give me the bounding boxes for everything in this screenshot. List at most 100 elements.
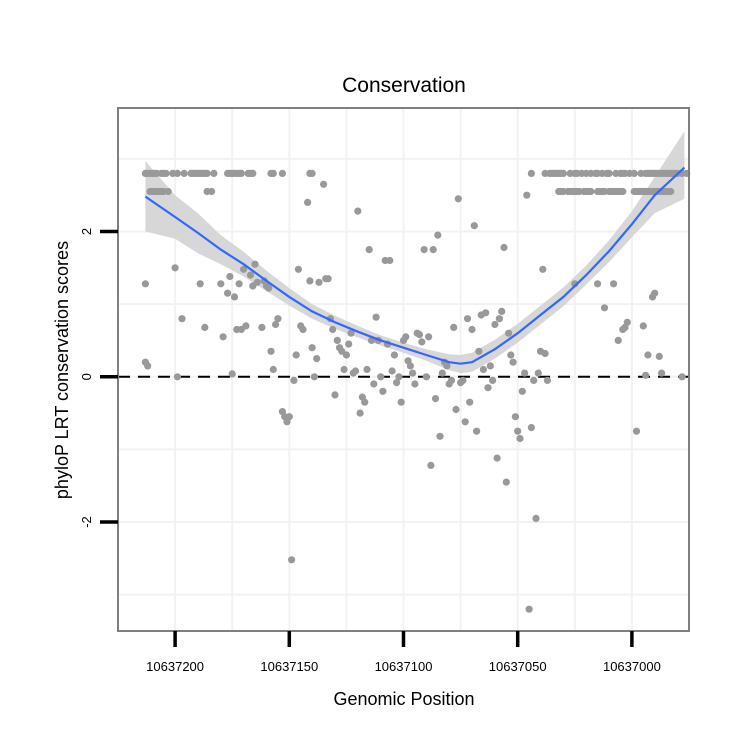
data-point xyxy=(523,191,531,199)
data-point xyxy=(226,272,234,281)
data-point xyxy=(406,362,414,370)
data-point xyxy=(402,333,410,341)
data-point xyxy=(468,325,476,334)
data-point xyxy=(347,329,355,337)
data-point xyxy=(466,398,474,406)
data-point xyxy=(450,323,458,331)
data-point xyxy=(436,432,444,440)
data-point xyxy=(329,325,337,334)
data-point xyxy=(475,347,483,355)
data-point xyxy=(427,461,435,469)
data-point xyxy=(285,413,293,421)
points-layer xyxy=(141,169,691,613)
data-point xyxy=(422,373,430,381)
data-point xyxy=(201,323,209,331)
data-point xyxy=(267,347,275,355)
data-point xyxy=(489,376,497,384)
x-tick-label: 10637150 xyxy=(260,659,318,674)
data-point xyxy=(473,427,481,435)
data-point xyxy=(356,409,364,417)
chart-title: Conservation xyxy=(342,74,466,97)
data-point xyxy=(288,556,296,564)
data-point xyxy=(532,514,540,523)
y-axis: -2 0 2 xyxy=(79,228,118,528)
data-point xyxy=(141,280,149,288)
data-point xyxy=(493,454,501,462)
data-point xyxy=(479,365,487,374)
data-point xyxy=(527,424,536,432)
data-point xyxy=(491,320,499,329)
data-point xyxy=(461,418,469,426)
y-tick-label: 2 xyxy=(79,228,94,235)
data-point xyxy=(315,278,323,286)
data-point xyxy=(594,280,602,288)
data-point xyxy=(518,387,526,395)
data-point xyxy=(290,376,298,384)
data-point xyxy=(242,322,250,330)
data-point xyxy=(429,246,437,254)
data-point xyxy=(308,169,316,177)
x-tick-label: 10637000 xyxy=(603,659,661,674)
data-point xyxy=(272,320,280,329)
data-point xyxy=(240,265,248,273)
data-point xyxy=(354,207,362,215)
data-point xyxy=(619,187,627,196)
data-point xyxy=(438,369,446,377)
smooth-line xyxy=(144,166,686,365)
data-point xyxy=(306,277,314,285)
data-point xyxy=(196,280,204,288)
data-point xyxy=(639,322,647,330)
data-point xyxy=(500,243,508,252)
data-point xyxy=(299,325,307,334)
data-point xyxy=(379,387,387,395)
data-point xyxy=(516,434,524,443)
data-point xyxy=(340,365,348,374)
data-point xyxy=(304,198,312,206)
data-point xyxy=(351,367,360,375)
smooth-layer xyxy=(144,166,686,365)
data-point xyxy=(162,169,170,177)
data-point xyxy=(237,169,245,177)
x-tick-label: 10637100 xyxy=(375,659,433,674)
data-point xyxy=(525,605,533,613)
x-tick-label: 10637050 xyxy=(489,659,547,674)
data-point xyxy=(463,315,472,323)
data-point xyxy=(505,329,513,337)
data-point xyxy=(605,169,613,177)
data-point xyxy=(610,280,618,288)
data-point xyxy=(411,380,419,388)
data-point xyxy=(386,256,394,265)
data-point xyxy=(203,169,211,177)
data-point xyxy=(623,318,631,326)
data-point xyxy=(667,187,675,196)
data-point xyxy=(342,351,350,359)
data-point xyxy=(313,355,321,363)
data-point xyxy=(210,169,218,177)
data-point xyxy=(409,369,417,377)
data-point xyxy=(164,187,172,196)
data-point xyxy=(144,362,152,370)
data-point xyxy=(484,384,492,392)
data-point xyxy=(425,333,433,341)
data-point xyxy=(390,351,398,359)
data-point xyxy=(228,370,236,378)
y-axis-label: phyloP LRT conservation scores xyxy=(52,241,72,499)
data-point xyxy=(235,280,243,288)
y-tick-label: 0 xyxy=(79,373,94,380)
data-point xyxy=(418,338,426,346)
data-point xyxy=(265,284,273,292)
data-point xyxy=(361,398,369,406)
grid xyxy=(118,108,689,631)
data-point xyxy=(320,180,328,188)
data-point xyxy=(587,187,595,196)
data-point xyxy=(530,376,538,384)
data-point xyxy=(388,367,396,375)
data-point xyxy=(246,271,255,279)
data-point xyxy=(393,379,401,387)
data-point xyxy=(333,336,341,344)
data-point xyxy=(415,331,424,339)
ribbon-layer xyxy=(145,131,685,374)
data-point xyxy=(678,373,686,381)
data-point xyxy=(363,365,371,374)
data-point xyxy=(431,395,440,403)
